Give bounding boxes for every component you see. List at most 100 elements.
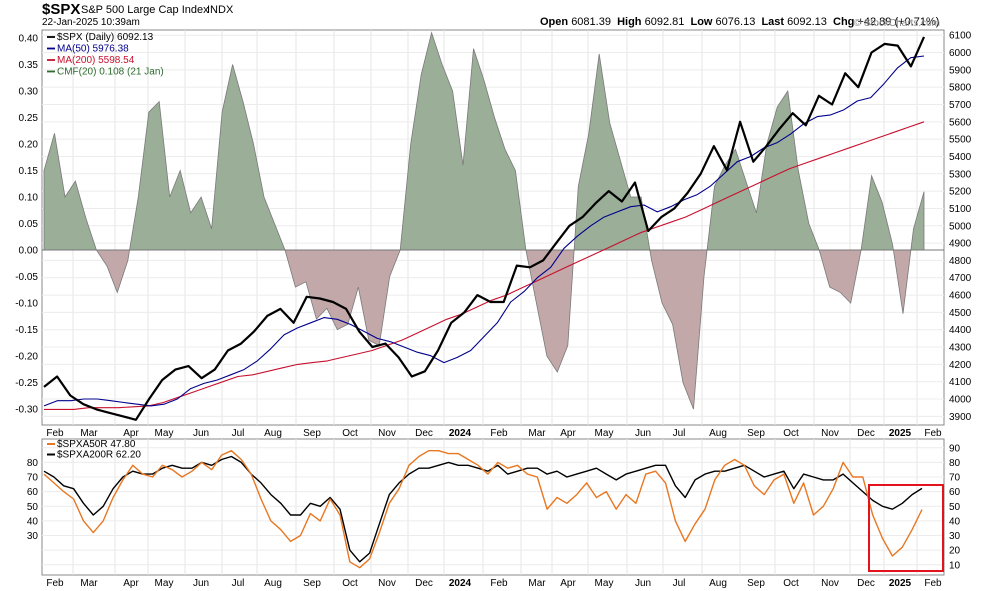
top-x-tick-label: Feb [490,428,508,439]
breadth-left-tick-label: 60 [27,487,39,498]
top-x-tick-label: Aug [264,428,282,439]
high-value: 6092.81 [644,16,685,28]
cmf-tick-label: 0.20 [19,139,39,150]
breadth-left-tick-label: 70 [27,473,39,484]
spxa50r-line [43,450,923,569]
highlight-box [868,484,944,572]
exchange-label: INDX [207,4,234,16]
top-x-tick-label: May [595,428,614,439]
cmf-tick-label: 0.30 [19,86,39,97]
top-x-tick-label: Aug [709,428,727,439]
bottom-x-tick-label: Jul [232,578,245,589]
ma50-line [43,55,925,407]
cmf-positive-area [43,31,925,251]
low-value: 6076.13 [715,16,756,28]
price-tick-label: 4600 [949,291,972,302]
price-tick-label: 5500 [949,135,972,146]
price-tick-label: 4300 [949,343,972,354]
price-tick-label: 6100 [949,31,972,42]
bottom-x-tick-label: Feb [924,578,942,589]
index-name: S&P 500 Large Cap Index [81,4,209,16]
cmf-tick-label: -0.15 [15,325,38,336]
bottom-x-tick-label: Feb [490,578,508,589]
breadth-left-tick-label: 50 [27,502,39,513]
cmf-tick-label: -0.25 [15,378,38,389]
legend-label: CMF(20) 0.108 (21 Jan) [57,67,164,78]
top-x-tick-label: Nov [378,428,396,439]
bottom-x-tick-label: Aug [709,578,727,589]
price-tick-label: 4200 [949,360,972,371]
price-tick-label: 6000 [949,48,972,59]
top-x-tick-label: Sep [747,428,765,439]
top-x-tick-label: May [155,428,174,439]
top-x-tick-label: Dec [857,428,875,439]
price-tick-label: 5000 [949,221,972,232]
bottom-x-tick-label: Mar [528,578,546,589]
top-x-tick-label: Jun [193,428,209,439]
spx-price-line [43,36,926,421]
breadth-left-tick-label: 80 [27,458,39,469]
bottom-x-tick-label: Apr [123,578,139,589]
cmf-tick-label: -0.20 [15,352,38,363]
breadth-legend-label: $SPXA50R 47.80 [57,439,136,450]
breadth-right-tick-label: 60 [949,487,961,498]
open-label: Open [540,16,569,28]
cmf-tick-label: 0.15 [19,166,39,177]
top-x-tick-label: Jul [673,428,686,439]
breadth-right-tick-label: 80 [949,458,961,469]
bottom-x-tick-label: 2024 [449,578,472,589]
price-tick-label: 4400 [949,325,972,336]
top-x-tick-label: Apr [560,428,576,439]
price-tick-label: 5600 [949,117,972,128]
bottom-panel-frame [41,438,945,576]
breadth-right-tick-label: 70 [949,473,961,484]
legend-label: $SPX (Daily) 6092.13 [57,32,154,43]
price-tick-label: 5200 [949,187,972,198]
symbol-title: $SPX [42,1,81,18]
top-x-tick-label: Oct [342,428,358,439]
breadth-right-tick-label: 20 [949,546,961,557]
top-x-tick-label: 2025 [889,428,912,439]
price-tick-label: 4100 [949,377,972,388]
top-x-tick-label: Jul [232,428,245,439]
price-tick-label: 4000 [949,395,972,406]
top-x-tick-label: Mar [528,428,546,439]
bottom-x-tick-label: May [595,578,614,589]
price-tick-label: 5900 [949,65,972,76]
top-x-tick-label: Mar [80,428,98,439]
price-tick-label: 4700 [949,273,972,284]
breadth-right-tick-label: 40 [949,516,961,527]
cmf-negative-area [43,250,925,410]
bottom-x-tick-label: Apr [560,578,576,589]
bottom-x-tick-label: Oct [342,578,358,589]
top-x-tick-label: Apr [123,428,139,439]
top-x-tick-label: Feb [924,428,942,439]
top-x-tick-label: Jun [635,428,651,439]
breadth-right-tick-label: 50 [949,502,961,513]
price-tick-label: 5400 [949,152,972,163]
price-tick-label: 4900 [949,239,972,250]
price-tick-label: 4500 [949,308,972,319]
bottom-x-tick-label: 2025 [889,578,912,589]
bottom-x-tick-label: Sep [303,578,321,589]
cmf-tick-label: 0.05 [19,219,39,230]
price-tick-label: 5700 [949,100,972,111]
top-x-tick-label: Oct [783,428,799,439]
price-tick-label: 4800 [949,256,972,267]
timestamp: 22-Jan-2025 10:39am [42,17,140,28]
ma200-line [44,121,925,410]
bottom-x-tick-label: Jul [673,578,686,589]
top-x-tick-label: 2024 [449,428,472,439]
breadth-right-tick-label: 90 [949,443,961,454]
price-tick-label: 5800 [949,83,972,94]
legend-label: MA(200) 5598.54 [57,55,135,66]
cmf-tick-label: 0.35 [19,60,39,71]
bottom-x-tick-label: Dec [415,578,433,589]
top-x-tick-label: Dec [415,428,433,439]
bottom-x-tick-label: Aug [264,578,282,589]
cmf-tick-label: -0.10 [15,299,38,310]
cmf-tick-label: 0.00 [19,246,39,257]
last-value: 6092.13 [787,16,827,28]
